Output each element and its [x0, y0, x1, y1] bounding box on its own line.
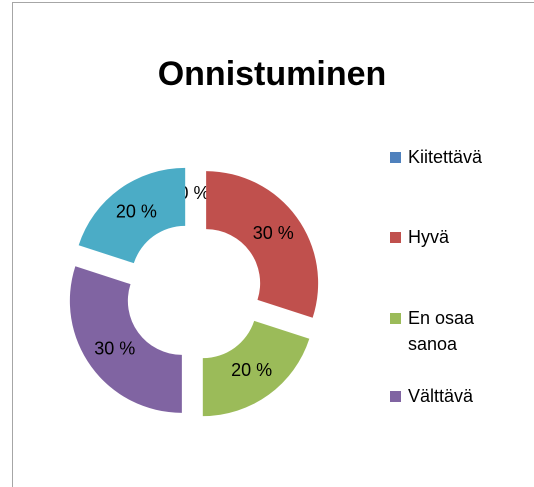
- legend-swatch: [390, 152, 401, 163]
- legend-label: Hyvä: [408, 227, 450, 247]
- donut-segment: [78, 167, 186, 264]
- legend-swatch: [390, 391, 401, 402]
- legend-item: Välttävä: [390, 386, 518, 409]
- legend-label: Välttävä: [408, 386, 474, 406]
- data-label: 30 %: [253, 223, 294, 243]
- donut-segment: [202, 320, 310, 417]
- legend-item: Kiitettävä: [390, 147, 518, 170]
- legend-item: En osaa sanoa: [390, 308, 518, 357]
- data-label: 0 %: [178, 183, 209, 203]
- data-label: 30 %: [94, 338, 135, 358]
- legend-swatch: [390, 232, 401, 243]
- chart-title: Onnistuminen: [158, 55, 387, 93]
- donut-segment: [69, 266, 182, 413]
- legend-label: En osaa sanoa: [408, 308, 475, 354]
- legend-swatch: [390, 313, 401, 324]
- legend-label: Kiitettävä: [408, 147, 483, 167]
- donut-segment: [206, 171, 319, 318]
- legend-item: Hyvä: [390, 227, 518, 250]
- data-label: 20 %: [231, 360, 272, 380]
- data-label: 20 %: [116, 201, 157, 221]
